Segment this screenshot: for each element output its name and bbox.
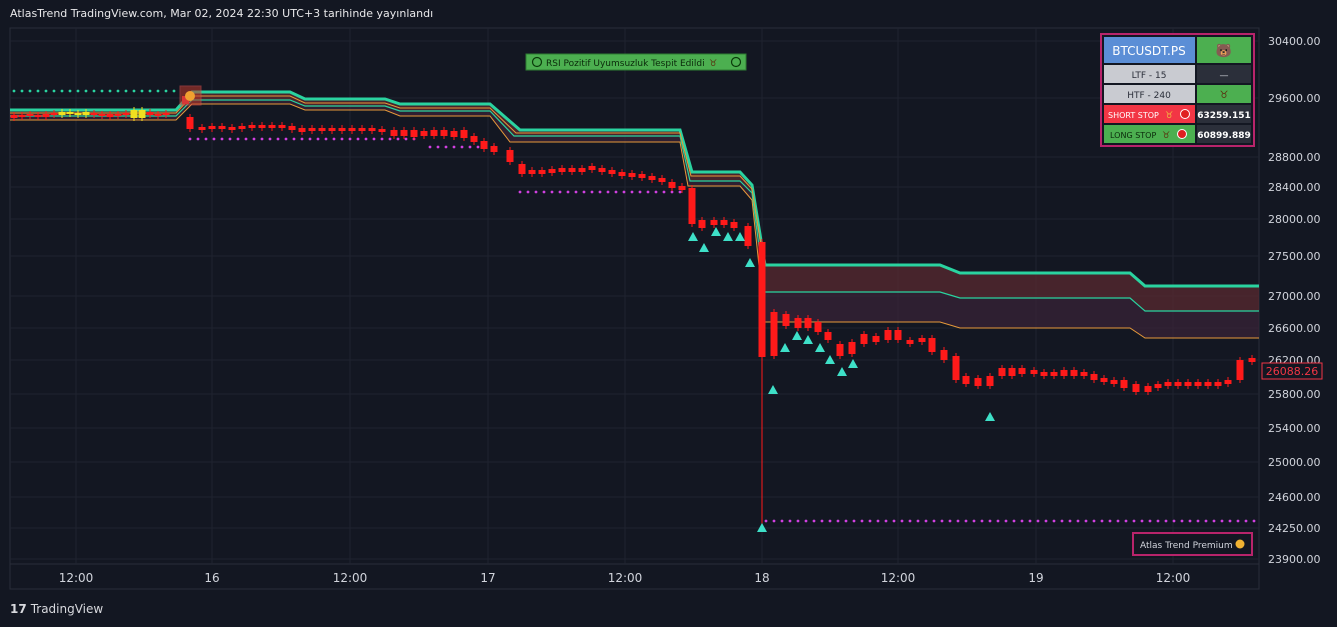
price-tick-label: 28800.00 [1268, 151, 1321, 164]
long-stop-value: 60899.889 [1197, 131, 1251, 141]
symbol-cell [1104, 37, 1195, 63]
price-tick-label: 25800.00 [1268, 388, 1321, 401]
short-stop-label: SHORT STOP [1108, 111, 1159, 120]
ltf-value: — [1220, 71, 1229, 81]
tradingview-footer: 𝟭𝟳 TradingView [10, 602, 103, 616]
price-tick-label: 25400.00 [1268, 422, 1321, 435]
tradingview-logo-icon: 𝟭𝟳 [10, 602, 27, 616]
htf-label: HTF - 240 [1127, 91, 1171, 101]
time-tick-label: 12:00 [1156, 571, 1191, 585]
circle-icon [531, 56, 543, 68]
price-tick-label: 30400.00 [1268, 35, 1321, 48]
no-entry-icon [1180, 109, 1190, 119]
bull-icon: ♉ [709, 59, 717, 69]
signal-text: RSI Pozitif Uyumsuzluk Tespit Edildi [546, 59, 705, 69]
last-price-tag: 26088.26 [1261, 362, 1323, 380]
no-entry-icon [1177, 129, 1187, 139]
price-tick-label: 27500.00 [1268, 250, 1321, 263]
short-stop-value: 63259.151 [1197, 111, 1251, 121]
buy-signals [688, 227, 995, 532]
premium-watermark: Atlas Trend Premium [1132, 532, 1253, 556]
ltf-label: LTF - 15 [1132, 71, 1167, 81]
long-stop-label: LONG STOP [1110, 131, 1156, 140]
time-axis[interactable]: 12:00 16 12:00 17 12:00 18 12:00 19 12:00 [59, 571, 1191, 585]
circle-icon [1235, 539, 1245, 549]
symbol-text: BTCUSDT.PS [1112, 44, 1185, 58]
price-tick-label: 28000.00 [1268, 213, 1321, 226]
time-tick-label: 12:00 [881, 571, 916, 585]
price-tick-label: 26600.00 [1268, 322, 1321, 335]
time-tick-label: 18 [754, 571, 769, 585]
time-tick-label: 12:00 [59, 571, 94, 585]
flame-icon [185, 91, 195, 101]
circle-icon [730, 56, 742, 68]
time-tick-label: 17 [480, 571, 495, 585]
start-marker [179, 85, 202, 106]
bear-icon: ♉ [1165, 111, 1173, 121]
time-tick-label: 19 [1028, 571, 1043, 585]
price-tick-label: 24600.00 [1268, 491, 1321, 504]
price-tick-label: 23900.00 [1268, 553, 1321, 566]
price-tick-label: 29600.00 [1268, 92, 1321, 105]
grid [10, 28, 1259, 564]
price-tick-label: 27000.00 [1268, 290, 1321, 303]
watermark-text: Atlas Trend Premium [1140, 541, 1233, 551]
info-table: BTCUSDT.PS 🐻 LTF - 15 — HTF - 240 ♉ SHOR… [1100, 33, 1255, 147]
candles [10, 96, 1256, 524]
publish-header: AtlasTrend TradingView.com, Mar 02, 2024… [10, 7, 434, 20]
time-tick-label: 16 [204, 571, 219, 585]
price-tick-label: 28400.00 [1268, 181, 1321, 194]
time-tick-label: 12:00 [333, 571, 368, 585]
bull-icon: ♉ [1220, 90, 1229, 101]
bear-icon: 🐻 [1216, 42, 1232, 59]
time-tick-label: 12:00 [608, 571, 643, 585]
bull-icon: ♉ [1162, 131, 1170, 141]
last-price-value: 26088.26 [1266, 365, 1319, 378]
price-tick-label: 25000.00 [1268, 456, 1321, 469]
price-tick-label: 24250.00 [1268, 522, 1321, 535]
price-axis[interactable]: 30400.00 29600.00 28800.00 28400.00 28000.00… [1268, 35, 1321, 566]
brand-name: TradingView [30, 602, 104, 616]
rsi-signal-banner: RSI Pozitif Uyumsuzluk Tespit Edildi ♉ [525, 53, 747, 71]
